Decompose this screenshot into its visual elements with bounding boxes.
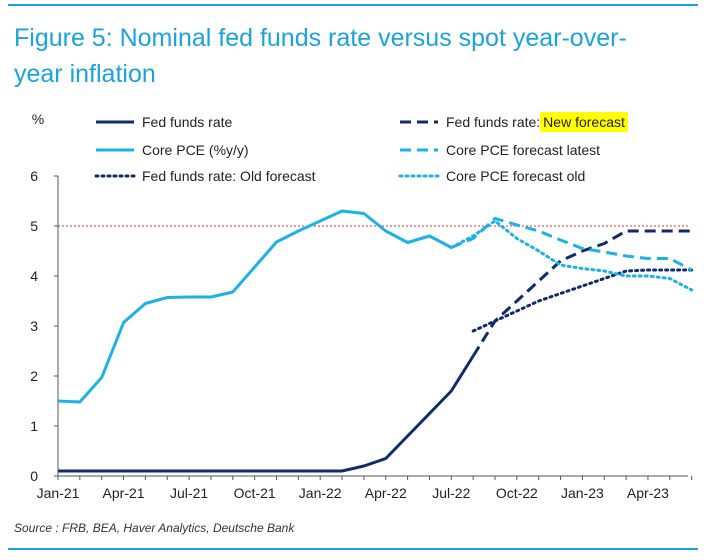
legend-label: Fed funds rate	[142, 114, 232, 130]
figure-title: Figure 5: Nominal fed funds rate versus …	[14, 24, 627, 88]
y-tick-label: 3	[30, 318, 38, 334]
source-note: Source : FRB, BEA, Haver Analytics, Deut…	[14, 521, 295, 535]
y-tick-label: 6	[30, 168, 38, 184]
legend-label: Fed funds rate: Old forecast	[142, 168, 316, 184]
top-rule	[8, 4, 698, 6]
series-line-fed-funds-rate-old-forecast	[471, 268, 694, 333]
series-line-fed-funds-rate	[58, 355, 475, 473]
y-tick-label: 1	[30, 418, 38, 434]
x-tick-label: Jan-22	[299, 485, 342, 501]
y-tick-label: 0	[30, 468, 38, 484]
x-tick-label: Jan-21	[37, 485, 80, 501]
legend-label: Core PCE (%y/y)	[142, 142, 249, 158]
legend-label: Core PCE forecast old	[446, 168, 585, 184]
legend-highlight-box	[540, 112, 628, 132]
x-tick-label: Jul-22	[432, 485, 470, 501]
bottom-rule	[8, 548, 698, 550]
legend-highlight-label: New forecast	[543, 114, 625, 130]
y-tick-label: 4	[30, 268, 38, 284]
x-tick-label: Apr-22	[365, 485, 407, 501]
x-tick-label: Oct-22	[496, 485, 538, 501]
x-tick-label: Apr-21	[103, 485, 145, 501]
y-axis-label: %	[32, 111, 44, 127]
series-line-core-pce-forecast-old	[449, 219, 694, 292]
series-line-fed-funds-rate-new-forecast	[471, 229, 692, 357]
x-tick-label: Jul-21	[170, 485, 208, 501]
y-tick-label: 2	[30, 368, 38, 384]
legend-label: Core PCE forecast latest	[446, 142, 600, 158]
x-tick-label: Oct-21	[234, 485, 276, 501]
x-tick-label: Apr-23	[627, 485, 669, 501]
y-tick-label: 5	[30, 218, 38, 234]
legend-label: Fed funds rate:	[446, 114, 540, 130]
series-line-core-pce-y-y	[57, 209, 452, 404]
x-tick-label: Jan-23	[561, 485, 604, 501]
